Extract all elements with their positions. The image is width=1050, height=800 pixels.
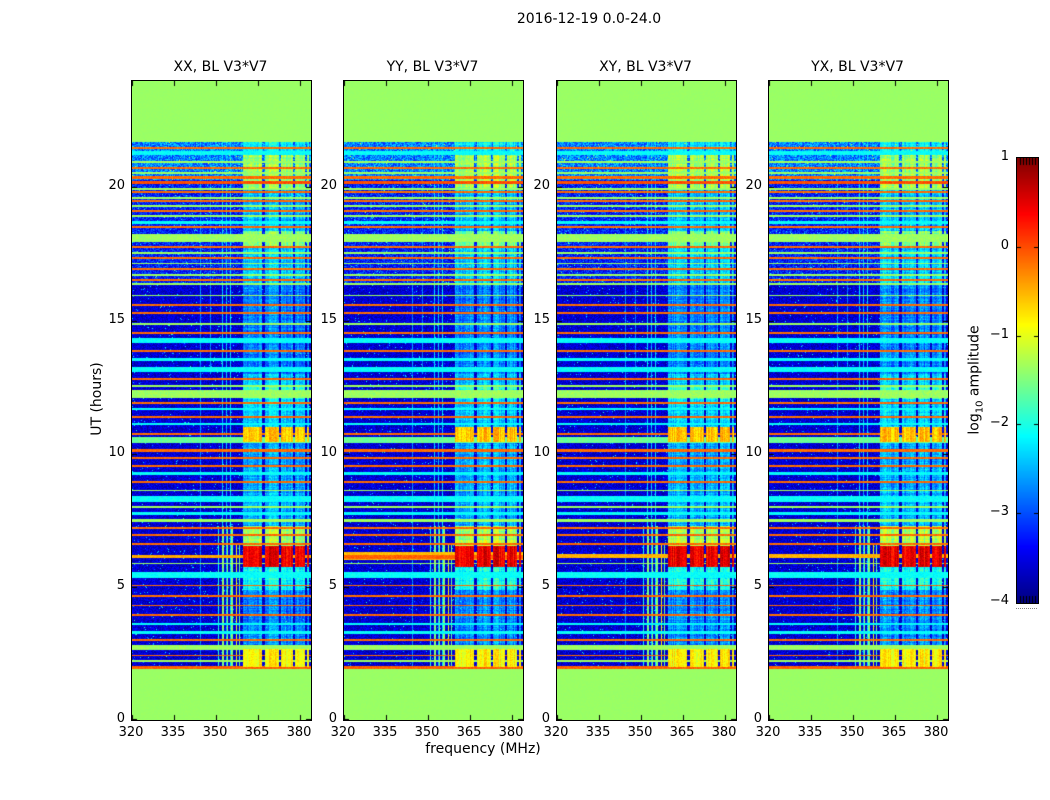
x-tick-label: 320 [755,725,781,740]
x-tick-label: 320 [330,725,356,740]
spectrogram-panel-yy: YY, BL V3*V7 320 335 350 365 380 0 5 10 15 20 [320,59,524,740]
y-tick-label: 0 [541,711,550,726]
y-tick-label: 10 [108,445,125,460]
spectrogram-panel-xx: XX, BL V3*V7 320 335 350 365 380 0 5 10 15 20 [108,59,312,740]
y-tick-label: 20 [745,178,762,193]
panel-title: XX, BL V3*V7 [173,59,268,75]
x-tick-label: 380 [923,725,949,740]
colorbar-tick-label: 1 [1000,149,1009,164]
spectrogram-canvas [343,80,524,721]
spectrogram-panel-yx: YX, BL V3*V7 320 335 350 365 380 0 5 10 15 20 [745,59,949,740]
y-tick-label: 15 [745,312,762,327]
y-axis-label: UT (hours) [89,362,105,436]
x-tick-label: 365 [456,725,482,740]
y-tick-label: 20 [108,178,125,193]
x-tick-label: 380 [711,725,737,740]
spectrogram-panel-xy: XY, BL V3*V7 320 335 350 365 380 0 5 10 15 20 [533,59,737,740]
y-tick-label: 15 [533,312,550,327]
y-tick-label: 5 [541,578,550,593]
x-tick-label: 350 [202,725,228,740]
y-tick-label: 15 [108,312,125,327]
colorbar-tick-label: −2 [989,415,1009,430]
y-tick-label: 10 [533,445,550,460]
y-tick-label: 5 [116,578,125,593]
colorbar-tick-label: −4 [989,593,1009,608]
x-tick-label: 380 [498,725,524,740]
colorbar-gradient [1016,157,1039,604]
colorbar-tick-label: 0 [1000,238,1009,253]
x-tick-label: 335 [585,725,611,740]
x-tick-label: 335 [797,725,823,740]
y-tick-label: 5 [328,578,337,593]
x-tick-label: 335 [372,725,398,740]
y-tick-label: 0 [116,711,125,726]
y-tick-label: 5 [753,578,762,593]
x-tick-label: 365 [669,725,695,740]
panel-title: YY, BL V3*V7 [386,59,479,75]
x-tick-label: 320 [543,725,569,740]
x-axis-label: frequency (MHz) [425,741,541,757]
figure-title: 2016-12-19 0.0-24.0 [516,11,662,27]
y-tick-label: 10 [745,445,762,460]
y-tick-label: 15 [320,312,337,327]
y-tick-label: 0 [753,711,762,726]
colorbar: 1 0 −1 −2 −3 −4 [990,149,1039,609]
panel-title: XY, BL V3*V7 [599,59,692,75]
y-tick-label: 20 [533,178,550,193]
colorbar-tick-label: −3 [989,504,1009,519]
y-tick-label: 0 [328,711,337,726]
colorbar-label: log10 amplitude [966,324,986,435]
x-tick-label: 350 [627,725,653,740]
spectrogram-canvas [556,80,737,721]
x-tick-label: 350 [414,725,440,740]
colorbar-tick-label: −1 [989,327,1009,342]
x-tick-label: 365 [881,725,907,740]
y-tick-label: 10 [320,445,337,460]
spectrogram-canvas [131,80,312,721]
x-tick-label: 320 [118,725,144,740]
panel-title: YX, BL V3*V7 [811,59,904,75]
x-tick-label: 380 [286,725,312,740]
y-tick-label: 20 [320,178,337,193]
x-tick-label: 350 [839,725,865,740]
colorbar-dotted-marks [1016,608,1037,609]
x-tick-label: 335 [160,725,186,740]
spectrogram-canvas [768,80,949,721]
x-tick-label: 365 [244,725,270,740]
